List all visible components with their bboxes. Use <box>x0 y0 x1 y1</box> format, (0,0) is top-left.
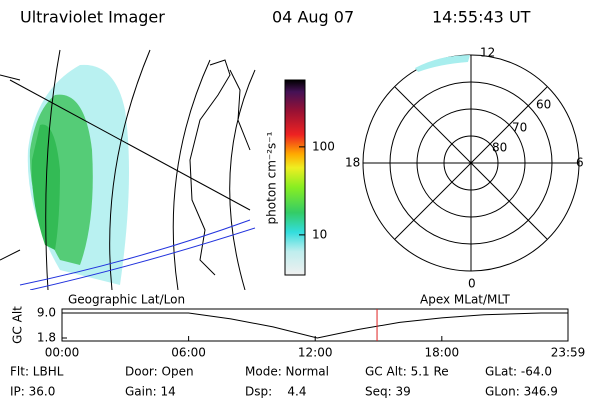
status-field: Mode: Normal <box>245 365 329 379</box>
x-tick-label: 18:00 <box>425 346 460 360</box>
mlt-label: 12 <box>480 46 495 60</box>
x-tick-label: 06:00 <box>171 346 206 360</box>
colorbar-tick-label: 100 <box>312 139 335 153</box>
y-axis-label: GC Alt <box>11 306 25 344</box>
status-field: GC Alt: 5.1 Re <box>365 365 449 379</box>
status-field: Flt: LBHL <box>10 365 64 379</box>
status-field: GLon: 346.9 <box>485 385 558 399</box>
polar-emission <box>415 55 470 72</box>
y-tick-label: 1.8 <box>37 331 56 345</box>
colorbar <box>284 79 306 276</box>
lat-label: 70 <box>512 121 527 135</box>
title: Ultraviolet Imager <box>20 8 165 27</box>
image-map <box>0 49 256 290</box>
status-field: Door: Open <box>125 365 194 379</box>
x-tick-label: 23:59 <box>551 346 586 360</box>
status-field: Dsp: 4.4 <box>245 385 307 399</box>
left-label: Geographic Lat/Lon <box>68 293 185 307</box>
altitude-line <box>62 312 568 339</box>
y-tick-label: 9.0 <box>37 306 56 320</box>
x-tick-label: 12:00 <box>298 346 333 360</box>
status-field: IP: 36.0 <box>10 385 55 399</box>
colorbar-label: photon cm⁻²s⁻¹ <box>265 131 279 224</box>
mlt-label: 6 <box>576 156 584 170</box>
mlt-label: 0 <box>468 277 476 291</box>
right-label: Apex MLat/MLT <box>420 293 510 307</box>
polar-grid <box>362 54 580 272</box>
lat-label: 60 <box>536 98 551 112</box>
x-tick-label: 00:00 <box>45 346 80 360</box>
status-field: Seq: 39 <box>365 385 411 399</box>
status-field: Gain: 14 <box>125 385 176 399</box>
status-field: GLat: -64.0 <box>485 365 552 379</box>
lat-label: 80 <box>492 141 507 155</box>
mlt-label: 18 <box>345 156 360 170</box>
colorbar-tick-label: 10 <box>312 227 327 241</box>
time: 14:55:43 UT <box>432 8 531 27</box>
date: 04 Aug 07 <box>272 8 354 27</box>
